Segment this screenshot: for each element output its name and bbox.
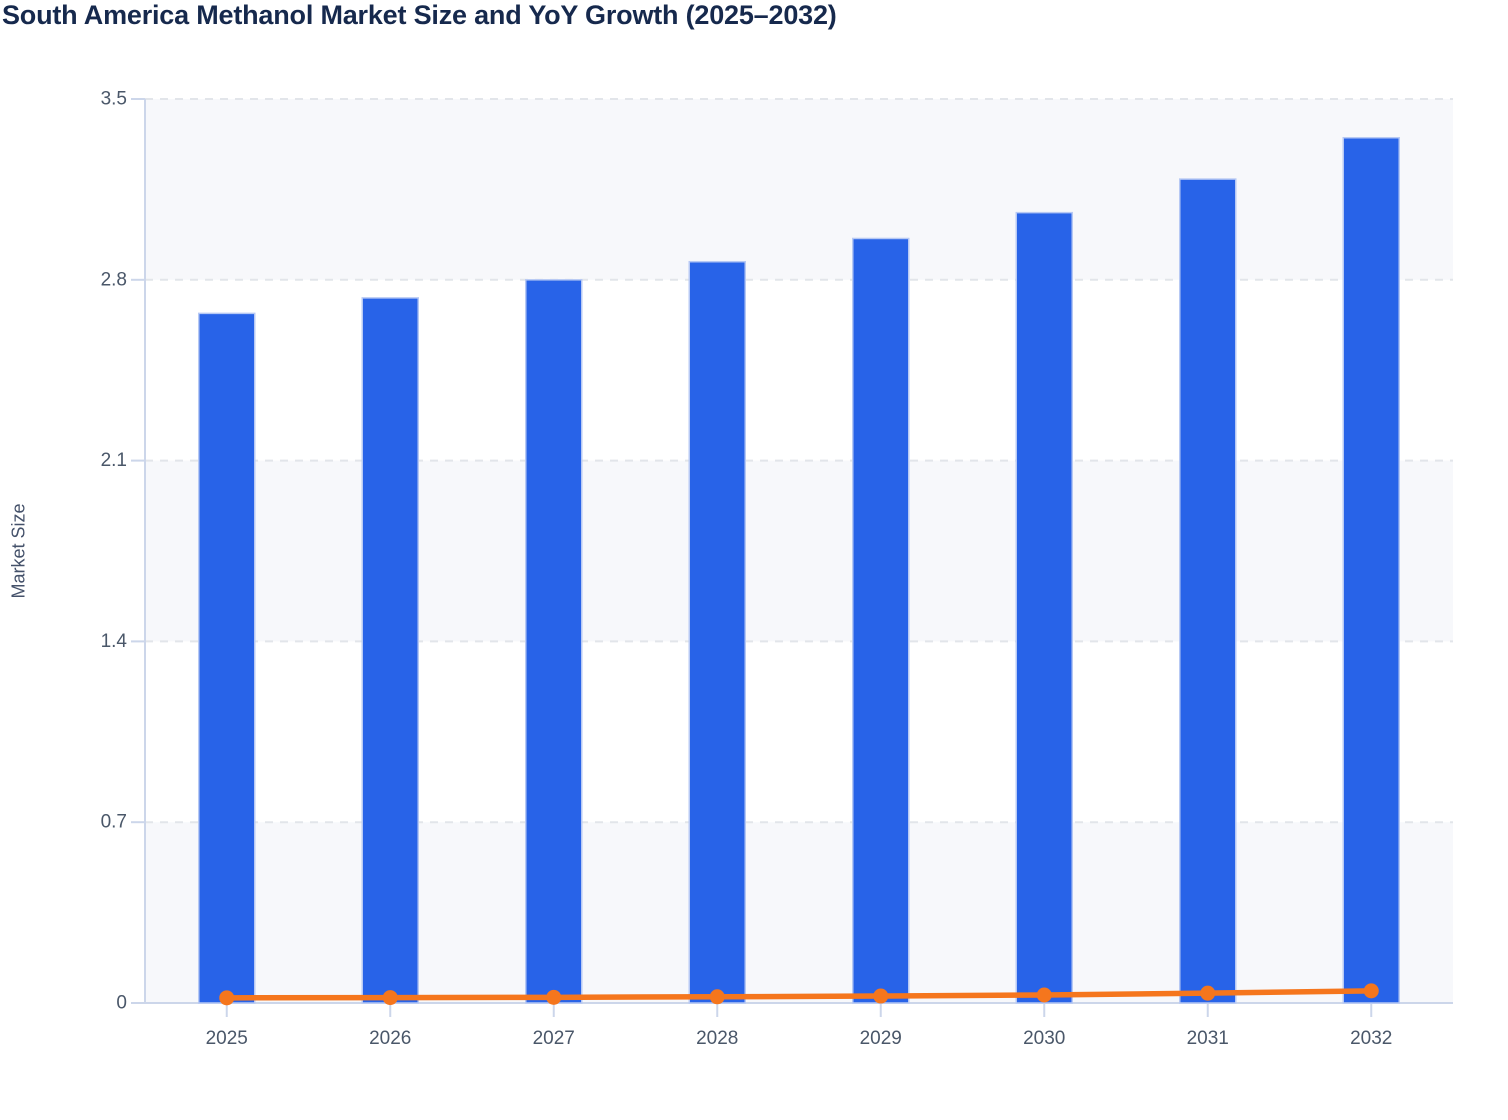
bar-2025[interactable] bbox=[198, 312, 256, 1004]
y-tick-label: 3.5 bbox=[101, 89, 127, 110]
yoy-point-2031[interactable] bbox=[1200, 985, 1216, 1001]
yoy-point-2027[interactable] bbox=[546, 989, 562, 1005]
bar-2028[interactable] bbox=[688, 260, 746, 1004]
x-tick-label: 2028 bbox=[696, 1028, 738, 1049]
x-tick-label: 2025 bbox=[206, 1028, 248, 1049]
plot-band bbox=[145, 460, 1453, 642]
plot-band bbox=[145, 822, 1453, 1003]
bar-2031[interactable] bbox=[1179, 178, 1237, 1004]
x-tick-label: 2032 bbox=[1350, 1028, 1392, 1049]
x-tick-label: 2030 bbox=[1023, 1028, 1065, 1049]
chart-title: South America Methanol Market Size and Y… bbox=[2, 0, 837, 30]
yoy-point-2025[interactable] bbox=[219, 990, 235, 1006]
yoy-point-2032[interactable] bbox=[1363, 983, 1379, 999]
y-tick-label: 2.1 bbox=[101, 450, 127, 471]
x-tick-label: 2029 bbox=[860, 1028, 902, 1049]
bar-2027[interactable] bbox=[525, 279, 583, 1004]
y-tick-label: 1.4 bbox=[101, 631, 128, 652]
bar-2029[interactable] bbox=[852, 237, 910, 1004]
y-tick-label: 0 bbox=[116, 993, 127, 1014]
yoy-point-2029[interactable] bbox=[873, 988, 889, 1004]
x-tick-label: 2031 bbox=[1187, 1028, 1229, 1049]
x-tick-label: 2026 bbox=[369, 1028, 411, 1049]
bar-2030[interactable] bbox=[1015, 211, 1073, 1004]
y-tick-label: 0.7 bbox=[101, 812, 127, 833]
y-tick-label: 2.8 bbox=[101, 269, 127, 290]
yoy-point-2028[interactable] bbox=[709, 989, 725, 1005]
bar-2032[interactable] bbox=[1342, 136, 1400, 1004]
bar-2026[interactable] bbox=[361, 297, 419, 1004]
yoy-point-2030[interactable] bbox=[1036, 987, 1052, 1003]
yoy-growth-line bbox=[224, 988, 1374, 1001]
x-tick-label: 2027 bbox=[533, 1028, 575, 1049]
plot-band bbox=[145, 99, 1453, 280]
yoy-point-2026[interactable] bbox=[382, 990, 398, 1006]
